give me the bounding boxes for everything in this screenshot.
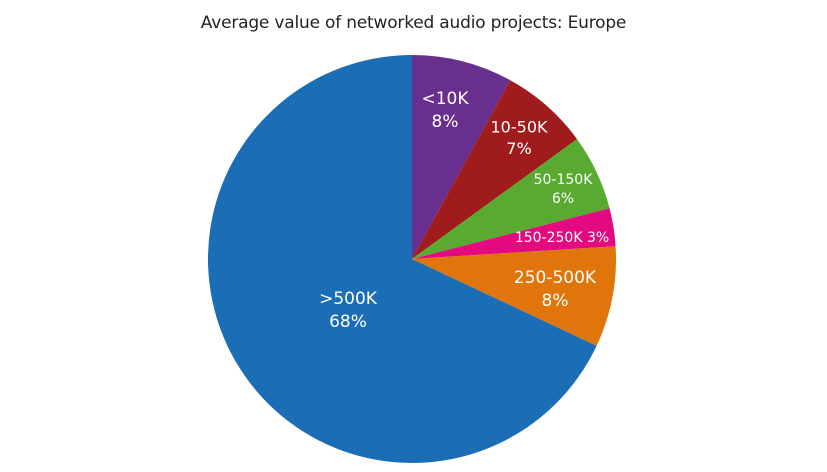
slice-category-label: 250-500K — [514, 268, 597, 288]
pie-slice — [412, 80, 578, 259]
slice-value-label: 8% — [542, 291, 569, 311]
chart-title: Average value of networked audio project… — [200, 13, 627, 33]
slice-value-label: 7% — [506, 139, 531, 158]
pie-slices — [207, 55, 617, 464]
pie-slice — [207, 55, 597, 464]
slice-data-label: 250-500K 8% — [514, 268, 597, 311]
slice-category-label: 50-150K — [534, 172, 594, 188]
slice-value-label: 8% — [432, 112, 459, 132]
pie-labels: <10K 8% 10-50K 7%50-150K 6% 150-250K 3% 250-50… — [319, 89, 609, 332]
pie-slice — [412, 55, 511, 259]
slice-category-label: 10-50K — [491, 117, 548, 136]
slice-value-label: 68% — [329, 312, 367, 332]
slice-category-label: >500K — [319, 289, 378, 309]
slice-value-label: 6% — [552, 191, 574, 207]
pie-slice — [412, 139, 610, 259]
pie-slice — [412, 208, 616, 259]
slice-category-label: <10K — [421, 89, 469, 109]
slice-data-label: >500K 68% — [319, 289, 378, 332]
slice-data-label: 150-250K 3% — [515, 230, 609, 246]
pie-slice — [412, 246, 617, 346]
slice-data-label: 10-50K 7% — [491, 117, 548, 158]
slice-data-label: <10K 8% — [421, 89, 469, 132]
slice-data-label: 50-150K 6% — [534, 172, 594, 207]
